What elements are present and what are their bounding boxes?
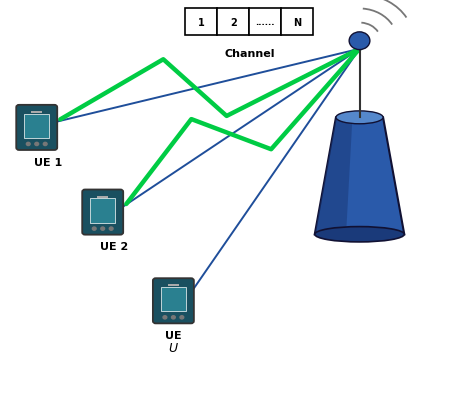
Text: N: N: [293, 17, 301, 28]
Polygon shape: [315, 118, 353, 234]
Bar: [31, 112, 42, 114]
Bar: [217, 9, 249, 36]
Bar: [90, 199, 116, 223]
FancyBboxPatch shape: [82, 190, 123, 235]
Bar: [24, 114, 49, 139]
Circle shape: [109, 228, 113, 231]
Text: UE 1: UE 1: [35, 157, 63, 167]
Text: UE: UE: [165, 330, 182, 340]
Text: 2: 2: [230, 17, 237, 28]
Text: UE 2: UE 2: [100, 242, 128, 252]
Circle shape: [35, 143, 38, 146]
Ellipse shape: [315, 227, 404, 242]
Circle shape: [180, 316, 184, 319]
Text: Channel: Channel: [224, 49, 274, 59]
Text: $U$: $U$: [168, 341, 179, 354]
Bar: [168, 285, 179, 287]
Bar: [249, 9, 281, 36]
Circle shape: [163, 316, 167, 319]
Bar: [185, 9, 217, 36]
Circle shape: [92, 228, 96, 231]
Ellipse shape: [336, 112, 383, 124]
Text: 1: 1: [198, 17, 205, 28]
Bar: [161, 288, 186, 311]
Circle shape: [101, 228, 105, 231]
Bar: [281, 9, 313, 36]
Polygon shape: [315, 118, 404, 234]
Circle shape: [27, 143, 30, 146]
Bar: [97, 196, 108, 198]
Circle shape: [172, 316, 175, 319]
FancyBboxPatch shape: [153, 279, 194, 324]
Text: ......: ......: [255, 18, 275, 27]
Circle shape: [43, 143, 47, 146]
Circle shape: [349, 33, 370, 51]
FancyBboxPatch shape: [16, 106, 57, 151]
